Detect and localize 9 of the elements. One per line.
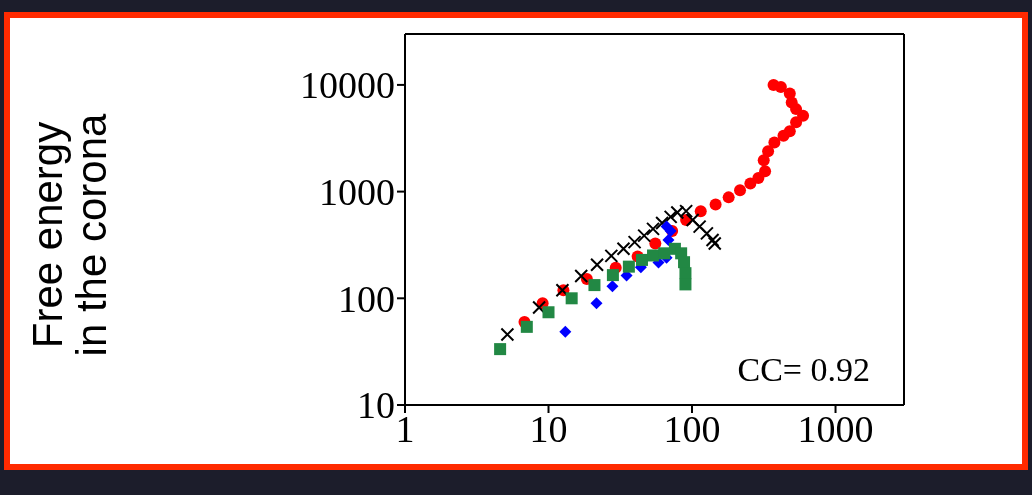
y-tick-label: 1000 (319, 171, 395, 214)
y-tick-label: 100 (338, 277, 395, 320)
x-tick-label: 1000 (797, 407, 874, 450)
x-tick-label: 1 (395, 407, 415, 450)
y-tick-label: 10000 (300, 64, 395, 107)
x-tick-label: 10 (529, 407, 568, 450)
annotation: CC= 0.92 (737, 351, 870, 389)
y-axis-title: Free energy in the corona (24, 113, 115, 357)
x-tick-label: 100 (663, 407, 721, 450)
